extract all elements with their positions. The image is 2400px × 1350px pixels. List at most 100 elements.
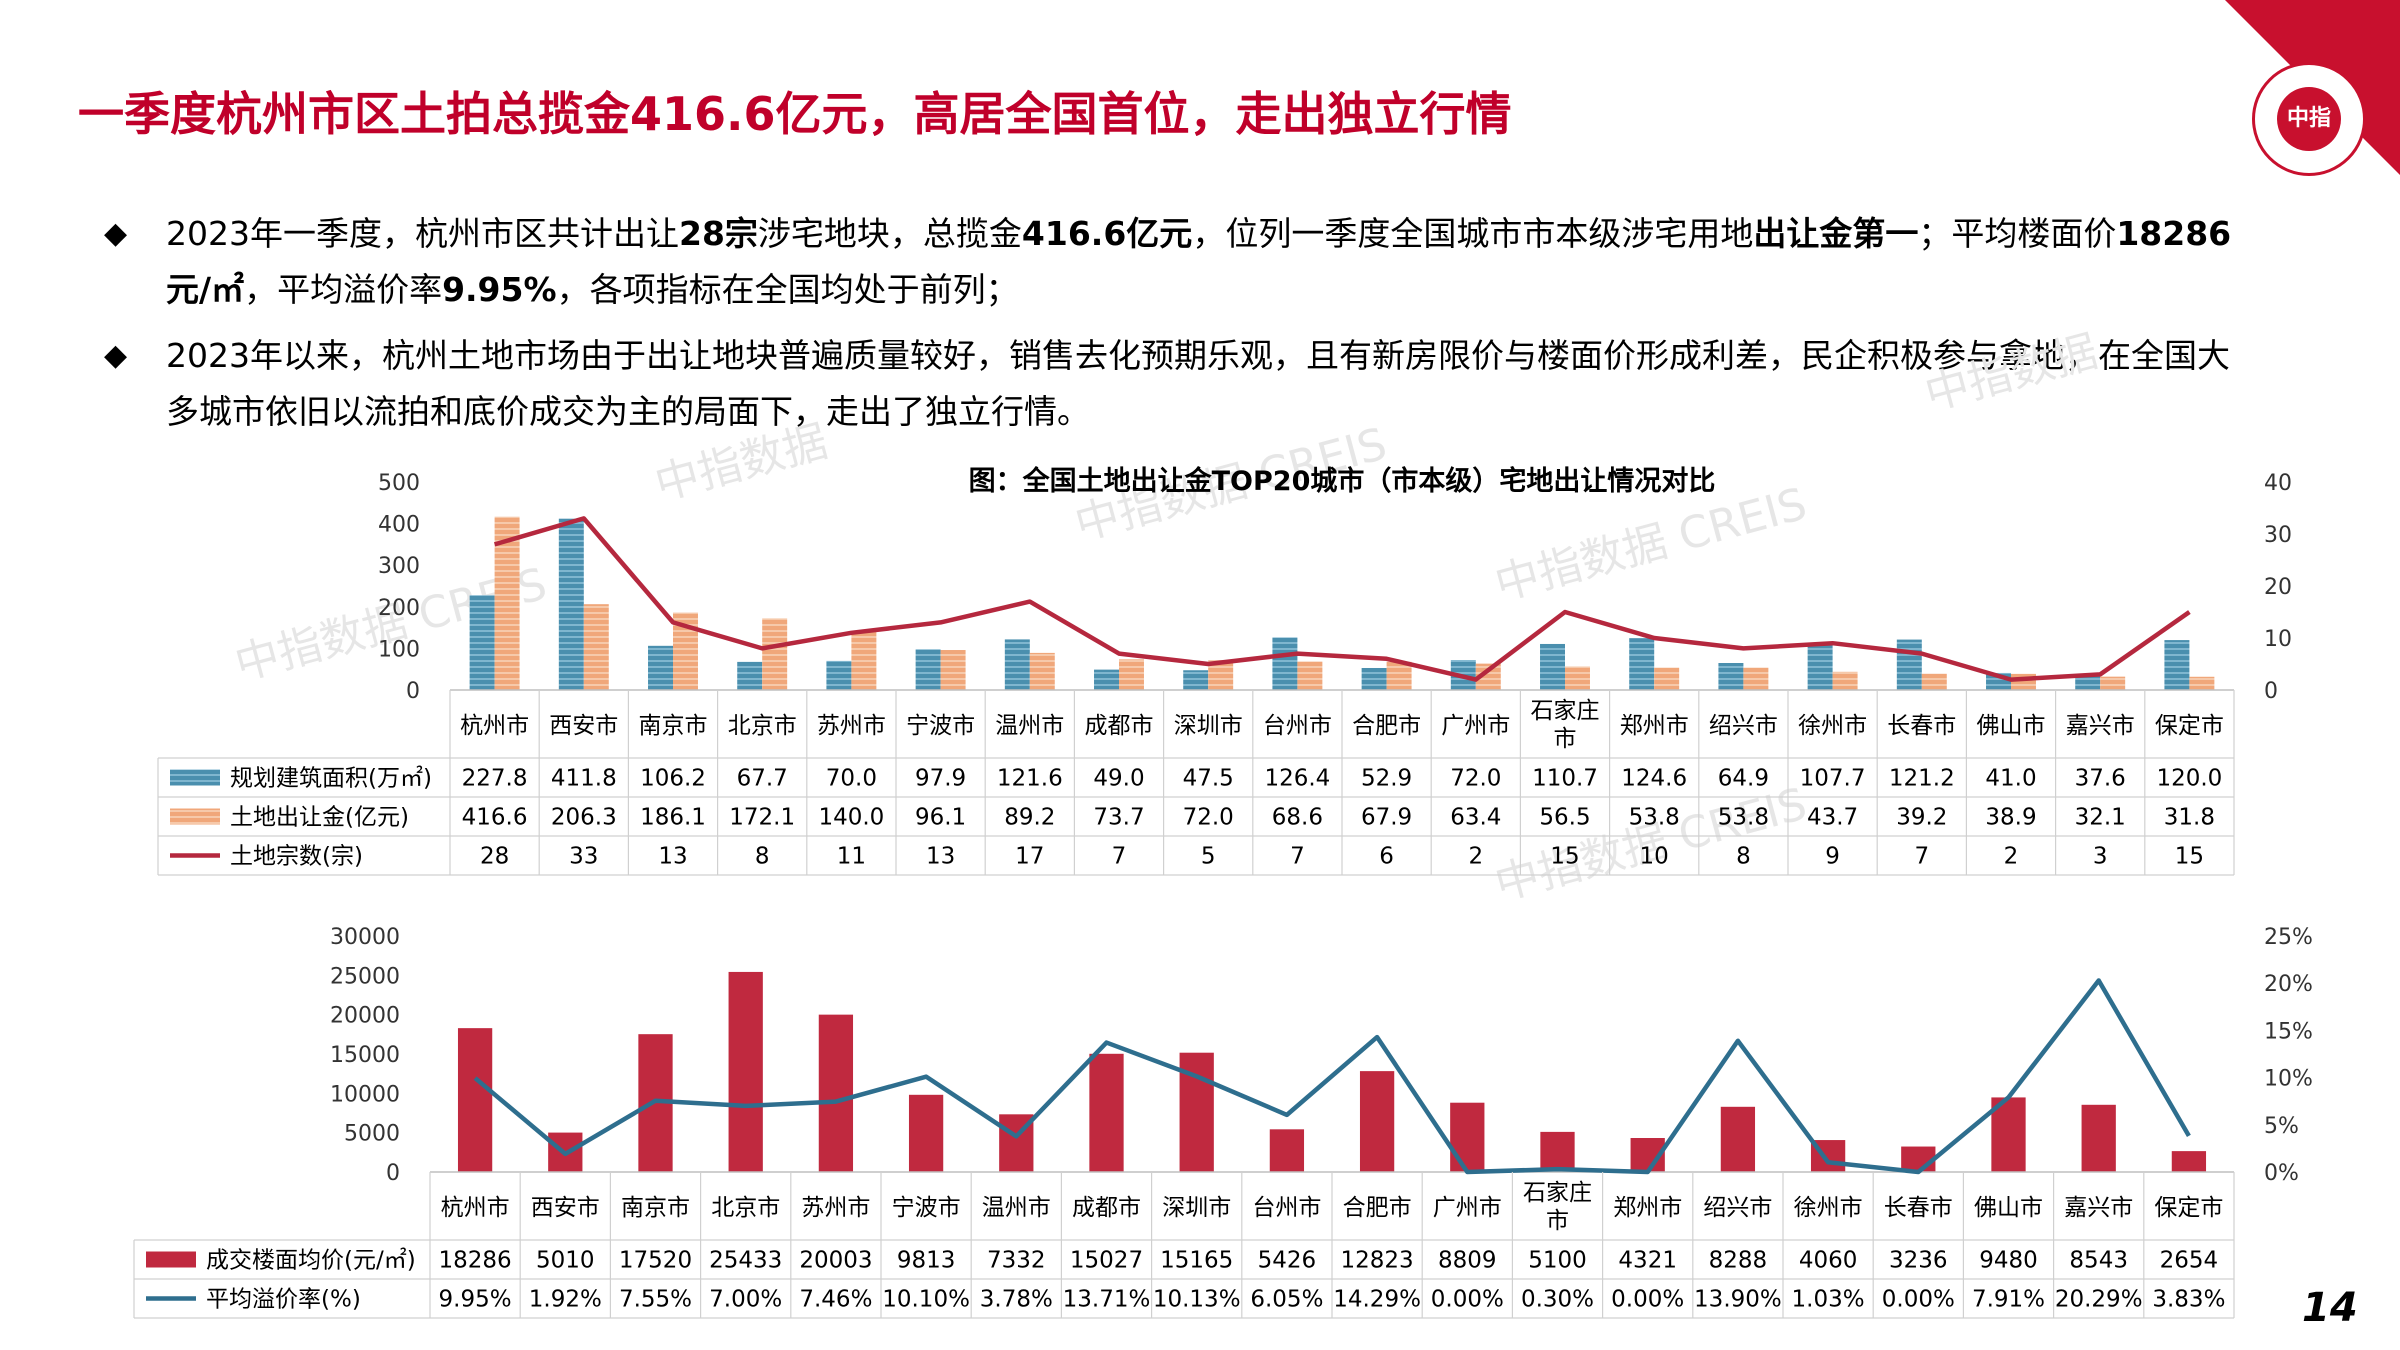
diamond-bullet-icon: ◆ — [104, 216, 128, 251]
data-label: 10.13% — [1153, 1287, 1241, 1313]
data-label: 8288 — [1709, 1248, 1768, 1274]
diamond-bullet-icon: ◆ — [104, 338, 128, 373]
bar-1 — [1450, 660, 1476, 690]
bar-1 — [737, 661, 763, 690]
x-tick-label: 石家庄 — [1523, 1180, 1592, 1206]
x-tick-label: 宁波市 — [892, 1195, 961, 1221]
academy-logo: 中指 — [2252, 62, 2366, 176]
x-tick-label: 保定市 — [2154, 1195, 2223, 1221]
x-tick-label: 西安市 — [549, 713, 618, 739]
y-left-tick-label: 10000 — [330, 1082, 400, 1107]
bar-1 — [818, 1014, 854, 1172]
logo-emblem: 中指 — [2277, 87, 2341, 151]
y-right-tick-label: 20% — [2264, 972, 2313, 997]
x-tick-label: 北京市 — [711, 1195, 780, 1221]
legend-label: 土地出让金(亿元) — [230, 805, 409, 831]
data-label: 10 — [1640, 844, 1669, 870]
data-label: 120.0 — [2156, 766, 2222, 792]
data-label: 67.9 — [1361, 805, 1412, 831]
x-tick-label: 苏州市 — [817, 713, 886, 739]
bar-1 — [2171, 1151, 2207, 1172]
data-label: 31.8 — [2164, 805, 2215, 831]
legend-label: 平均溢价率(%) — [206, 1287, 361, 1313]
data-label: 7.55% — [619, 1287, 692, 1313]
data-label: 17 — [1015, 844, 1044, 870]
bar-1 — [548, 1132, 583, 1172]
x-tick-label: 徐州市 — [1794, 1195, 1863, 1221]
bar-1 — [638, 1034, 673, 1172]
x-tick-label: 佛山市 — [1974, 1195, 2043, 1221]
page-number: 14 — [2302, 1285, 2358, 1331]
bar-2 — [2189, 676, 2215, 690]
x-tick-label: 市 — [1546, 1208, 1569, 1234]
data-label: 52.9 — [1361, 766, 1412, 792]
data-label: 172.1 — [729, 805, 795, 831]
x-tick-label: 温州市 — [982, 1195, 1051, 1221]
x-tick-label: 台州市 — [1252, 1195, 1321, 1221]
data-label: 10.10% — [882, 1287, 970, 1313]
data-label: 0.00% — [1611, 1287, 1684, 1313]
bar-2 — [583, 604, 609, 690]
x-tick-label: 徐州市 — [1798, 713, 1867, 739]
data-label: 0.00% — [1431, 1287, 1504, 1313]
bar-1 — [1089, 1053, 1124, 1172]
data-label: 17520 — [619, 1248, 692, 1274]
bar-2 — [1475, 663, 1501, 690]
data-label: 63.4 — [1450, 805, 1501, 831]
data-label: 13.90% — [1694, 1287, 1782, 1313]
data-label: 107.7 — [1800, 766, 1866, 792]
x-tick-label: 合肥市 — [1352, 713, 1421, 739]
bar-2 — [1743, 667, 1769, 690]
data-label: 5 — [1201, 844, 1216, 870]
bar-1 — [1718, 663, 1744, 690]
bullet-text: 2023年以来，杭州土地市场由于出让地块普遍质量较好，销售去化预期乐观，且有新房… — [166, 336, 2230, 431]
y-left-tick-label: 20000 — [330, 1004, 400, 1029]
bullet-text: 2023年一季度，杭州市区共计出让 — [166, 214, 679, 253]
data-label: 9813 — [897, 1248, 956, 1274]
data-label: 33 — [569, 844, 598, 870]
x-tick-label: 北京市 — [728, 713, 797, 739]
bar-1 — [1004, 639, 1030, 690]
data-label: 110.7 — [1532, 766, 1598, 792]
bullet-list: ◆ 2023年一季度，杭州市区共计出让28宗涉宅地块，总揽金416.6亿元，位列一… — [100, 206, 2240, 450]
x-tick-label: 广州市 — [1441, 713, 1510, 739]
data-label: 89.2 — [1004, 805, 1055, 831]
data-label: 11 — [837, 844, 866, 870]
data-label: 53.8 — [1718, 805, 1769, 831]
x-tick-label: 南京市 — [639, 713, 708, 739]
data-label: 15 — [1550, 844, 1579, 870]
data-label: 7332 — [987, 1248, 1046, 1274]
page-title: 一季度杭州市区土拍总揽金416.6亿元，高居全国首位，走出独立行情 — [78, 87, 1512, 141]
bar-2 — [2100, 676, 2126, 690]
data-label: 3 — [2093, 844, 2108, 870]
bar-1 — [826, 660, 852, 690]
x-tick-label: 佛山市 — [1977, 713, 2046, 739]
bar-2 — [1297, 661, 1323, 690]
data-label: 28 — [480, 844, 509, 870]
bar-1 — [1540, 643, 1565, 690]
data-label: 7 — [1914, 844, 1929, 870]
data-label: 5010 — [536, 1248, 595, 1274]
data-label: 32.1 — [2075, 805, 2126, 831]
data-label: 6.05% — [1250, 1287, 1323, 1313]
data-label: 13 — [926, 844, 955, 870]
x-tick-label: 嘉兴市 — [2066, 713, 2135, 739]
bullet-text: 涉宅地块，总揽金 — [757, 214, 1022, 253]
y-right-tick-label: 5% — [2264, 1114, 2299, 1139]
data-label: 0.30% — [1521, 1287, 1594, 1313]
bar-2 — [1386, 661, 1412, 690]
data-label: 20003 — [799, 1248, 872, 1274]
x-tick-label: 市 — [1554, 726, 1577, 752]
data-label: 20.29% — [2055, 1287, 2143, 1313]
data-label: 49.0 — [1093, 766, 1144, 792]
y-left-tick-label: 5000 — [344, 1122, 400, 1147]
y-left-tick-label: 300 — [378, 554, 420, 579]
data-label: 8809 — [1438, 1248, 1497, 1274]
bullet-text: ，平均溢价率 — [244, 270, 443, 309]
data-label: 3236 — [1889, 1248, 1948, 1274]
data-label: 9.95% — [439, 1287, 512, 1313]
bar-2 — [762, 618, 788, 690]
data-label: 2654 — [2160, 1248, 2219, 1274]
data-label: 121.2 — [1889, 766, 1955, 792]
data-label: 6 — [1379, 844, 1394, 870]
